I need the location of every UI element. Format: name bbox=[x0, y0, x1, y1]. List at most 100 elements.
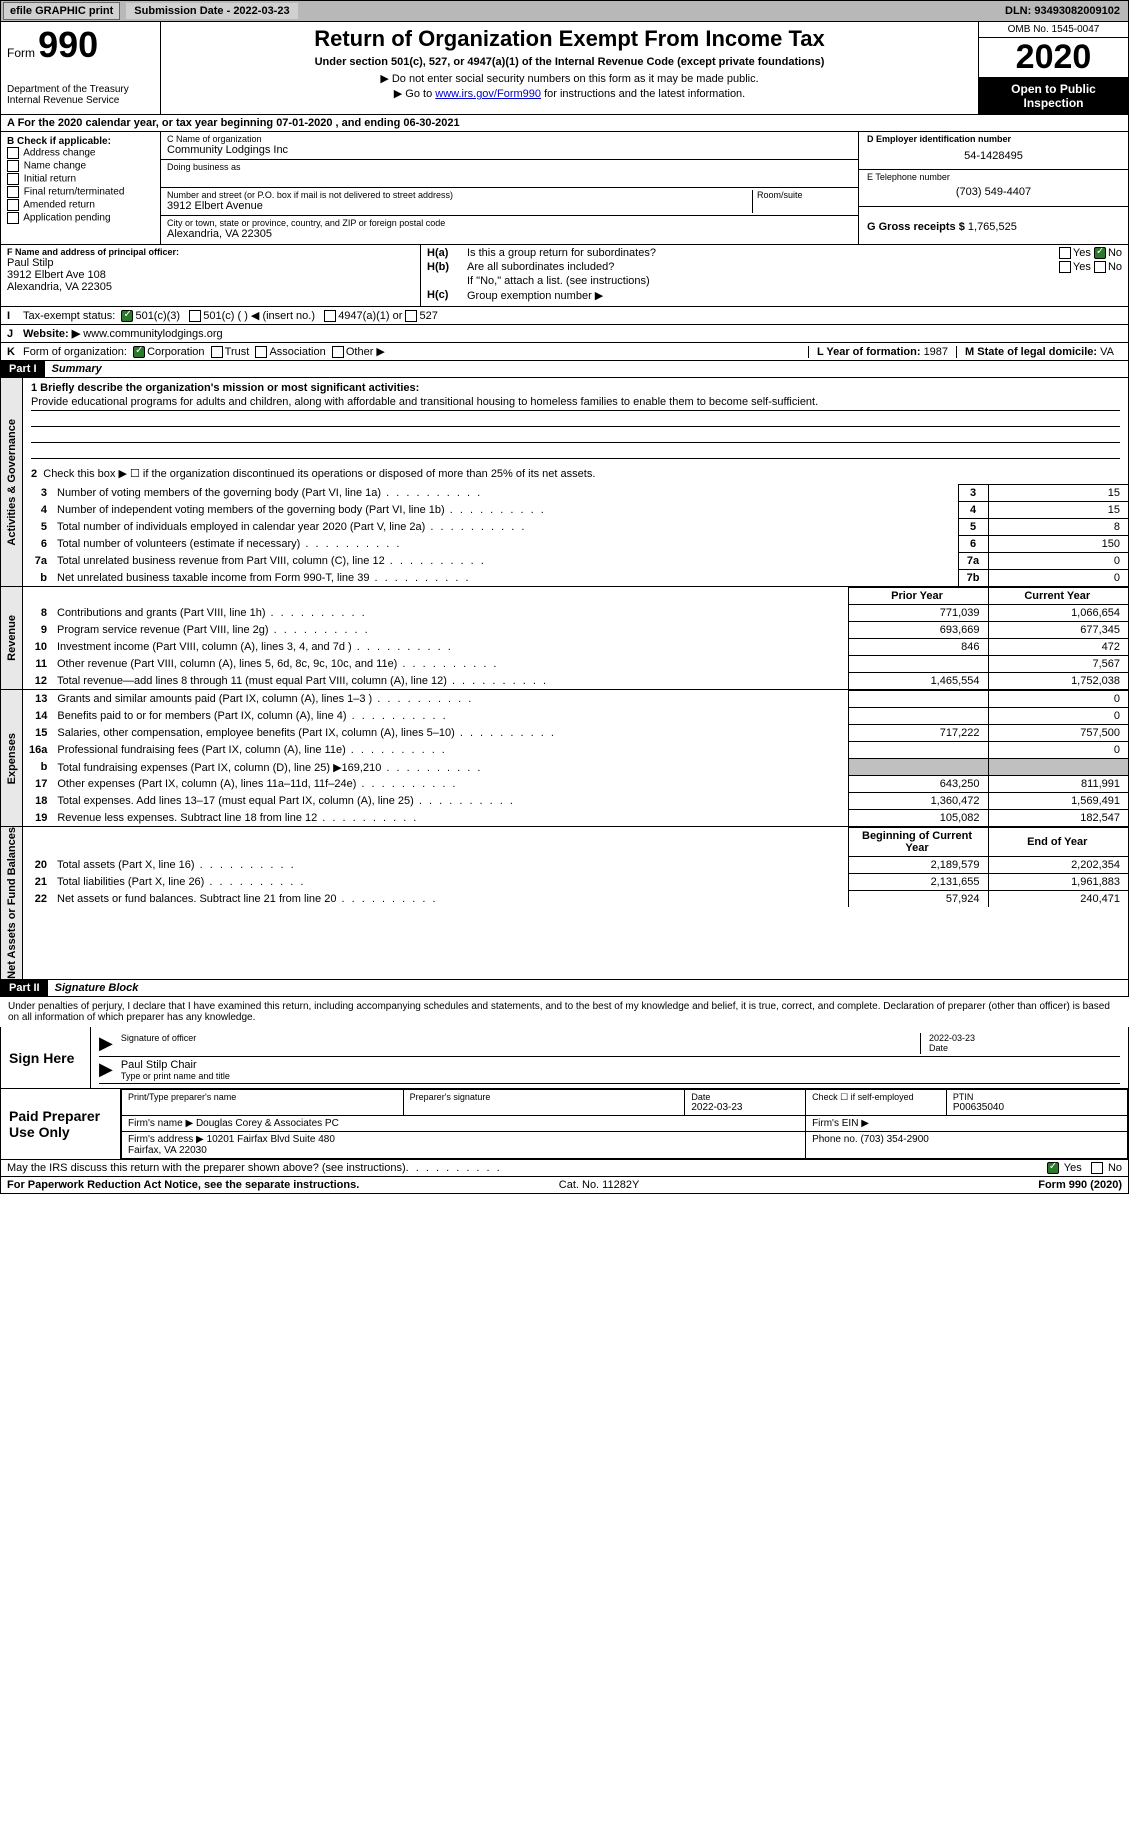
table-row: 7aTotal unrelated business revenue from … bbox=[23, 553, 1128, 570]
city-label: City or town, state or province, country… bbox=[167, 218, 852, 228]
section-bcd: B Check if applicable: Address change Na… bbox=[0, 132, 1129, 245]
part1-expenses: Expenses 13Grants and similar amounts pa… bbox=[0, 690, 1129, 827]
527-check[interactable] bbox=[405, 310, 417, 322]
other-check[interactable] bbox=[332, 346, 344, 358]
part1-governance: Activities & Governance 1 Briefly descri… bbox=[0, 378, 1129, 587]
part1-revenue: Revenue Prior YearCurrent Year8Contribut… bbox=[0, 587, 1129, 690]
table-row: 13Grants and similar amounts paid (Part … bbox=[23, 691, 1128, 708]
k-label: K bbox=[7, 346, 23, 358]
expenses-table: 13Grants and similar amounts paid (Part … bbox=[23, 690, 1128, 826]
discuss-row: May the IRS discuss this return with the… bbox=[0, 1160, 1129, 1177]
note-link: ▶ Go to www.irs.gov/Form990 for instruct… bbox=[169, 87, 970, 100]
trust-check[interactable] bbox=[211, 346, 223, 358]
4947-check[interactable] bbox=[324, 310, 336, 322]
top-bar: efile GRAPHIC print Submission Date - 20… bbox=[0, 0, 1129, 22]
firm-name-cell: Firm's name ▶ Douglas Corey & Associates… bbox=[122, 1116, 806, 1132]
col-d: D Employer identification number54-14284… bbox=[858, 132, 1128, 244]
header-right: OMB No. 1545-0047 2020 Open to Public In… bbox=[978, 22, 1128, 114]
table-row: 6Total number of volunteers (estimate if… bbox=[23, 536, 1128, 553]
tel-label: E Telephone number bbox=[867, 172, 1120, 182]
corp-check[interactable] bbox=[133, 346, 145, 358]
col-b-title: B Check if applicable: bbox=[7, 136, 154, 147]
state-domicile: M State of legal domicile: VA bbox=[956, 346, 1122, 358]
checkbox-name-change[interactable]: Name change bbox=[7, 160, 154, 172]
form-subtitle: Under section 501(c), 527, or 4947(a)(1)… bbox=[169, 56, 970, 68]
checkbox-initial-return[interactable]: Initial return bbox=[7, 173, 154, 185]
hc-label: H(c) bbox=[427, 289, 467, 302]
row-k: K Form of organization: Corporation Trus… bbox=[0, 343, 1129, 361]
sig-arrow2-icon: ▶ bbox=[99, 1059, 113, 1081]
sig-date: 2022-03-23 bbox=[929, 1033, 1120, 1043]
501c3-check[interactable] bbox=[121, 310, 133, 322]
hb-text: Are all subordinates included? bbox=[467, 261, 1012, 273]
table-row: 3Number of voting members of the governi… bbox=[23, 485, 1128, 502]
discuss-text: May the IRS discuss this return with the… bbox=[7, 1162, 406, 1174]
table-row: 8Contributions and grants (Part VIII, li… bbox=[23, 605, 1128, 622]
officer-label: F Name and address of principal officer: bbox=[7, 247, 414, 257]
row-j: J Website: ▶ www.communitylodgings.org bbox=[0, 325, 1129, 343]
org-name: Community Lodgings Inc bbox=[167, 144, 852, 156]
corp-label: Corporation bbox=[147, 346, 204, 358]
year-formation: L Year of formation: 1987 bbox=[808, 346, 956, 358]
mission-blank1 bbox=[31, 411, 1120, 427]
part2-header-row: Part II Signature Block bbox=[0, 980, 1129, 997]
efile-button[interactable]: efile GRAPHIC print bbox=[3, 2, 120, 20]
checkbox-application-pending[interactable]: Application pending bbox=[7, 212, 154, 224]
gross-label: G Gross receipts $ bbox=[867, 221, 965, 233]
assoc-check[interactable] bbox=[255, 346, 267, 358]
vtab-expenses: Expenses bbox=[1, 690, 23, 826]
declaration: Under penalties of perjury, I declare th… bbox=[0, 997, 1129, 1027]
part1-header: Part I bbox=[1, 361, 45, 377]
prep-name-cell: Print/Type preparer's name bbox=[122, 1090, 404, 1116]
header-center: Return of Organization Exempt From Incom… bbox=[161, 22, 978, 114]
table-row: 15Salaries, other compensation, employee… bbox=[23, 725, 1128, 742]
other-label: Other ▶ bbox=[346, 345, 385, 358]
hb-note: If "No," attach a list. (see instruction… bbox=[467, 275, 1122, 287]
pra-notice: For Paperwork Reduction Act Notice, see … bbox=[7, 1179, 359, 1191]
ha-checks: Yes No bbox=[1012, 247, 1122, 259]
hb-yes-check[interactable] bbox=[1059, 261, 1071, 273]
officer-addr2: Alexandria, VA 22305 bbox=[7, 281, 414, 293]
501c-check[interactable] bbox=[189, 310, 201, 322]
ha-yes-check[interactable] bbox=[1059, 247, 1071, 259]
type-name-label: Type or print name and title bbox=[121, 1071, 1120, 1081]
table-row: 18Total expenses. Add lines 13–17 (must … bbox=[23, 793, 1128, 810]
table-row: 21Total liabilities (Part X, line 26)2,1… bbox=[23, 874, 1128, 891]
vtab-governance: Activities & Governance bbox=[1, 378, 23, 586]
cat-no: Cat. No. 11282Y bbox=[559, 1179, 640, 1191]
table-row: bNet unrelated business taxable income f… bbox=[23, 570, 1128, 587]
checkbox-final-return-terminated[interactable]: Final return/terminated bbox=[7, 186, 154, 198]
j-label: J bbox=[7, 328, 23, 340]
table-row: 20Total assets (Part X, line 16)2,189,57… bbox=[23, 857, 1128, 874]
irs-link[interactable]: www.irs.gov/Form990 bbox=[435, 88, 541, 100]
j-text: Website: ▶ bbox=[23, 327, 80, 340]
col-h: H(a)Is this a group return for subordina… bbox=[421, 245, 1128, 306]
addr-label: Number and street (or P.O. box if mail i… bbox=[167, 190, 752, 200]
sig-arrow-icon: ▶ bbox=[99, 1033, 113, 1054]
officer-name: Paul Stilp bbox=[7, 257, 414, 269]
col-c: C Name of organizationCommunity Lodgings… bbox=[161, 132, 858, 244]
ha-no-check[interactable] bbox=[1094, 247, 1106, 259]
checkbox-address-change[interactable]: Address change bbox=[7, 147, 154, 159]
prep-sig-cell: Preparer's signature bbox=[403, 1090, 685, 1116]
dln: DLN: 93493082009102 bbox=[997, 3, 1128, 19]
prep-check-cell: Check ☐ if self-employed bbox=[806, 1090, 947, 1116]
part2-header: Part II bbox=[1, 980, 48, 996]
hb-checks: Yes No bbox=[1012, 261, 1122, 273]
checkbox-amended-return[interactable]: Amended return bbox=[7, 199, 154, 211]
discuss-no-check[interactable] bbox=[1091, 1162, 1103, 1174]
governance-table: 3Number of voting members of the governi… bbox=[23, 484, 1128, 586]
ptin-cell: PTINP00635040 bbox=[946, 1090, 1127, 1116]
note-post: for instructions and the latest informat… bbox=[541, 88, 745, 100]
vtab-netassets: Net Assets or Fund Balances bbox=[1, 827, 23, 979]
org-name-label: C Name of organization bbox=[167, 134, 852, 144]
table-row: 19Revenue less expenses. Subtract line 1… bbox=[23, 810, 1128, 827]
part1-header-row: Part I Summary bbox=[0, 361, 1129, 378]
officer-addr1: 3912 Elbert Ave 108 bbox=[7, 269, 414, 281]
table-row: 10Investment income (Part VIII, column (… bbox=[23, 639, 1128, 656]
discuss-yes-check[interactable] bbox=[1047, 1162, 1059, 1174]
section-fh: F Name and address of principal officer:… bbox=[0, 245, 1129, 307]
sign-here-label: Sign Here bbox=[1, 1027, 91, 1088]
hb-no-check[interactable] bbox=[1094, 261, 1106, 273]
mission-text: Provide educational programs for adults … bbox=[31, 394, 1120, 411]
